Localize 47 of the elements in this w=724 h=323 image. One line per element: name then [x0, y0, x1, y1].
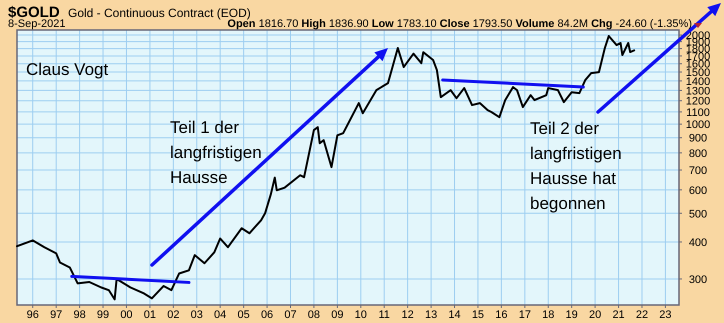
chart-subtitle: Gold - Continuous Contract (EOD)	[68, 6, 251, 20]
x-tick-label: 08	[308, 309, 320, 321]
x-tick-label: 05	[238, 309, 250, 321]
x-tick-label: 12	[402, 309, 414, 321]
x-tick-label: 99	[96, 309, 110, 321]
text: 8-Sep-2021	[8, 18, 66, 30]
x-tick-label: 16	[495, 309, 508, 321]
x-tick-label: 00	[120, 309, 133, 321]
x-tick-label: 18	[542, 309, 554, 321]
y-tick-label: 800	[688, 148, 708, 160]
y-tick-label: 700	[688, 165, 708, 178]
y-tick-label: 1100	[686, 106, 710, 119]
x-tick-label: 14	[448, 309, 461, 321]
annotation: Teil 1 der langfristigen Hausse	[170, 118, 262, 187]
x-tick-label: 04	[214, 309, 226, 321]
x-tick-label: 03	[190, 309, 203, 321]
x-tick-label: 10	[354, 309, 367, 321]
y-tick-label: 1300	[686, 85, 710, 98]
x-tick-label: 98	[73, 309, 86, 321]
y-tick-label: 400	[688, 236, 708, 249]
y-tick-label: 900	[688, 132, 708, 145]
x-tick-label: 20	[588, 309, 602, 321]
y-tick-label: 300	[688, 274, 708, 286]
x-tick-label: 06	[260, 309, 274, 321]
x-tick-label: 19	[566, 309, 578, 321]
x-tick-label: 22	[636, 309, 648, 321]
annotation: Claus Vogt	[26, 60, 108, 79]
y-tick-label: 1400	[686, 76, 710, 88]
x-tick-label: 97	[50, 309, 62, 321]
line-series	[16, 35, 636, 300]
x-tick-label: 96	[26, 309, 39, 321]
x-tick-label: 13	[424, 309, 438, 321]
x-tick-label: 15	[472, 309, 484, 321]
x-tick-label: 17	[518, 309, 531, 321]
annotation: Teil 2 der langfristigen Hausse hat begonnen	[530, 119, 622, 213]
y-tick-label: 1000	[686, 119, 710, 132]
x-tick-label: 09	[331, 309, 344, 321]
x-tick-label: 01	[144, 309, 156, 321]
x-tick-label: 21	[612, 309, 625, 321]
x-tick-label: 02	[167, 309, 180, 321]
y-tick-label: 500	[688, 208, 708, 220]
y-tick-label: 600	[688, 184, 708, 197]
x-tick-label: 07	[284, 309, 297, 321]
x-tick-label: 11	[378, 309, 390, 321]
x-tick-label: 23	[659, 309, 672, 321]
text: Open 1816.70 High 1836.90 Low 1783.10 Close 1793.50 Volume 84.2M Chg -24.60 (-1.35%)	[227, 18, 692, 30]
y-tick-label: 1200	[686, 96, 710, 108]
